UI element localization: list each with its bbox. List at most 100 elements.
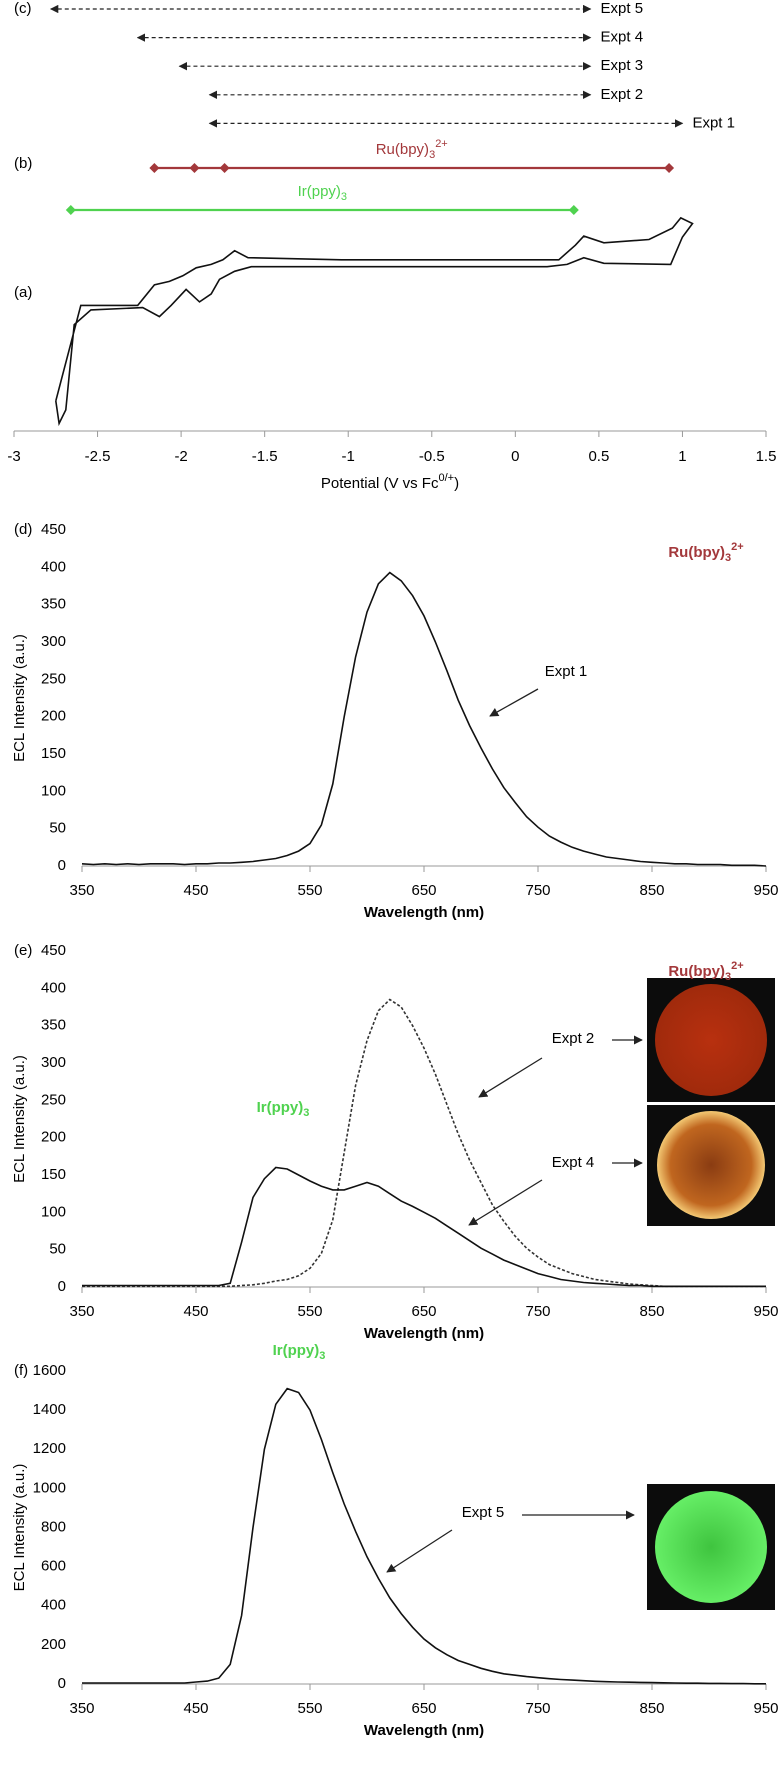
redox-point [664, 163, 675, 173]
y-tick-label: 150 [41, 745, 66, 762]
panel-label: (c) [14, 0, 32, 17]
y-tick-label: 350 [41, 1017, 66, 1034]
y-tick-label: 200 [41, 1129, 66, 1146]
compound-label: Ir(ppy)3 [257, 1099, 310, 1119]
window-label: Expt 1 [692, 114, 735, 131]
panel-label: (e) [14, 942, 32, 959]
y-axis-label: ECL Intensity (a.u.) [11, 1055, 28, 1183]
photo-expt4 [647, 1105, 775, 1226]
y-tick-label: 400 [41, 558, 66, 575]
x-axis-label: Wavelength (nm) [364, 1722, 484, 1739]
y-tick-label: 50 [49, 820, 66, 837]
x-tick-label: -0.5 [419, 448, 445, 465]
x-tick-label: 850 [639, 1303, 664, 1320]
label-part: 3 [725, 552, 731, 564]
annotation-arrow [468, 1179, 543, 1226]
y-tick-label: 250 [41, 1091, 66, 1108]
x-tick-label: 750 [525, 1303, 550, 1320]
label-part: 2+ [435, 138, 448, 150]
x-tick-label: -2.5 [85, 448, 111, 465]
x-tick-label: 650 [411, 1303, 436, 1320]
panel-label: (a) [14, 284, 32, 301]
y-tick-label: 100 [41, 782, 66, 799]
y-tick-label: 1600 [33, 1362, 66, 1379]
y-tick-label: 0 [58, 857, 66, 874]
redox-point [189, 163, 200, 173]
spectrum-line [82, 1387, 766, 1685]
compound-label: Ru(bpy)32+ [668, 960, 743, 983]
x-tick-label: 750 [525, 882, 550, 899]
y-tick-label: 350 [41, 596, 66, 613]
label-part: 3 [319, 1350, 325, 1362]
label-part: Ru(bpy) [668, 963, 725, 980]
x-tick-label: 950 [753, 882, 778, 899]
x-tick-label: -1 [342, 448, 355, 465]
window-label: Expt 4 [601, 29, 644, 46]
x-tick-label: 850 [639, 882, 664, 899]
x-tick-label: 1 [678, 448, 686, 465]
label-part: Ir(ppy) [298, 183, 341, 200]
annotation-arrow [478, 1057, 543, 1098]
x-tick-label: 350 [69, 1700, 94, 1717]
panel-label: (b) [14, 155, 32, 172]
y-tick-label: 0 [58, 1278, 66, 1295]
window-label: Expt 3 [601, 57, 644, 74]
photo-expt2 [647, 978, 775, 1102]
couple-label: Ir(ppy)3 [298, 183, 347, 203]
label-part: 3 [303, 1107, 309, 1119]
label-part: Ru(bpy) [376, 141, 429, 158]
x-axis-label: Wavelength (nm) [364, 904, 484, 921]
y-tick-label: 450 [41, 942, 66, 959]
y-tick-label: 0 [58, 1675, 66, 1692]
label-part: Ir(ppy) [257, 1099, 304, 1116]
redox-point [65, 205, 76, 215]
spectrum-line [81, 571, 767, 867]
label-part: Potential (V vs Fc [321, 475, 439, 492]
x-tick-label: -2 [174, 448, 187, 465]
x-tick-label: 950 [753, 1700, 778, 1717]
x-tick-label: 0 [511, 448, 519, 465]
redox-point [149, 163, 160, 173]
y-tick-label: 100 [41, 1203, 66, 1220]
y-axis-label: ECL Intensity (a.u.) [11, 634, 28, 762]
x-tick-label: 450 [183, 882, 208, 899]
x-tick-label: 750 [525, 1700, 550, 1717]
x-tick-label: 550 [297, 1700, 322, 1717]
y-tick-label: 200 [41, 708, 66, 725]
y-tick-label: 1400 [33, 1401, 66, 1418]
y-axis-label: ECL Intensity (a.u.) [11, 1464, 28, 1592]
photo-disc [655, 984, 767, 1096]
x-axis-label: Wavelength (nm) [364, 1325, 484, 1342]
label-part: 2+ [731, 541, 744, 553]
redox-point [568, 205, 579, 215]
y-tick-label: 300 [41, 1054, 66, 1071]
y-tick-label: 1200 [33, 1440, 66, 1457]
x-tick-label: 450 [183, 1303, 208, 1320]
x-tick-label: 550 [297, 1303, 322, 1320]
y-tick-label: 400 [41, 979, 66, 996]
y-tick-label: 200 [41, 1636, 66, 1653]
window-label: Expt 5 [601, 0, 644, 17]
label-part: 0/+ [438, 472, 454, 484]
annotation-arrow [489, 688, 539, 717]
couple-label: Ru(bpy)32+ [376, 138, 448, 161]
x-axis-label: Potential (V vs Fc0/+) [321, 472, 459, 492]
annotation-arrow [386, 1529, 453, 1573]
series-label: Expt 1 [545, 663, 588, 680]
y-tick-label: 450 [41, 521, 66, 538]
photo-disc [655, 1491, 767, 1603]
x-tick-label: -3 [7, 448, 20, 465]
redox-point [219, 163, 230, 173]
x-tick-label: 350 [69, 1303, 94, 1320]
panel-label: (f) [14, 1362, 28, 1379]
window-label: Expt 2 [601, 86, 644, 103]
compound-label: Ru(bpy)32+ [668, 541, 743, 564]
series-label: Expt 2 [552, 1030, 595, 1047]
y-tick-label: 400 [41, 1597, 66, 1614]
x-tick-label: 850 [639, 1700, 664, 1717]
x-tick-label: 1.5 [756, 448, 777, 465]
y-tick-label: 1000 [33, 1479, 66, 1496]
y-tick-label: 800 [41, 1518, 66, 1535]
compound-label: Ir(ppy)3 [273, 1342, 326, 1362]
